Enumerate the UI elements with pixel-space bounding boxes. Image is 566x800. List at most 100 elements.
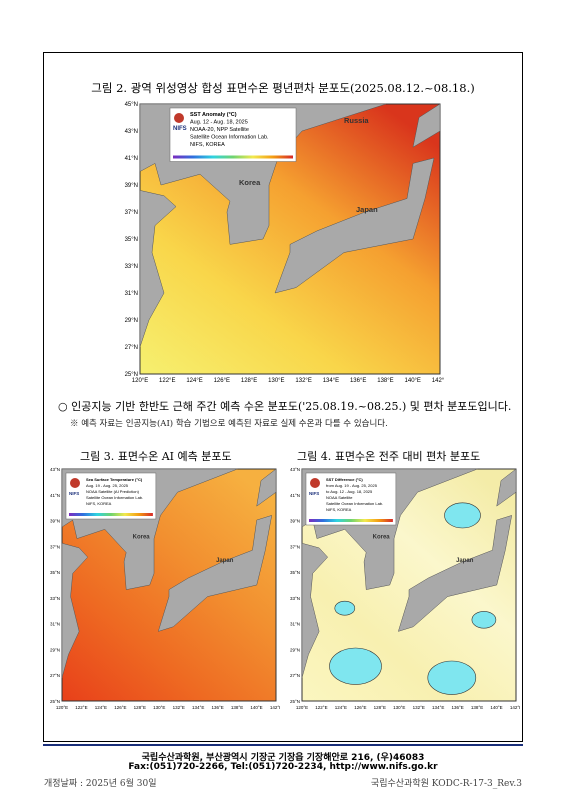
legend-line: SST Anomaly (°C) <box>190 112 237 118</box>
land <box>397 515 513 632</box>
land <box>274 157 435 294</box>
colorbar <box>309 519 393 522</box>
legend-line: Satellite Ocean Information Lab. <box>190 135 269 141</box>
lat-tick-label: 25°N <box>125 372 138 378</box>
legend-box <box>169 107 297 162</box>
land <box>496 468 517 507</box>
lat-tick-label: 31°N <box>50 622 60 627</box>
legend-line: from Aug. 19 - Aug. 25, 2025 <box>326 483 378 488</box>
legend-line: Sea Surface Temperature (°C) <box>86 477 143 482</box>
land <box>301 542 329 678</box>
footer-address: 국립수산과학원, 부산광역시 기장군 기장읍 기장해안로 216, (우)460… <box>141 753 425 763</box>
lon-tick-label: 136°E <box>350 378 366 384</box>
lat-tick-label: 41°N <box>290 493 300 498</box>
lat-tick-label: 31°N <box>290 622 300 627</box>
lon-tick-label: 132°E <box>295 378 311 384</box>
lon-tick-label: 132°E <box>413 705 425 710</box>
place-label: Russia <box>344 116 369 125</box>
lon-tick-label: 136°E <box>211 705 223 710</box>
lon-tick-label: 128°E <box>241 378 257 384</box>
anomaly-patch <box>334 600 356 616</box>
logo-text: NIFS <box>309 491 319 496</box>
lat-tick-label: 27°N <box>125 345 138 351</box>
lat-tick-label: 43°N <box>125 129 138 135</box>
legend-box <box>305 472 397 526</box>
lat-tick-label: 37°N <box>50 544 60 549</box>
lat-tick-label: 29°N <box>125 318 138 324</box>
lat-tick-label: 29°N <box>50 647 60 652</box>
lon-tick-label: 126°E <box>354 705 366 710</box>
lon-tick-label: 142°E <box>432 378 444 384</box>
legend-line: to Aug. 12 - Aug. 18, 2025 <box>326 489 373 494</box>
anomaly-patch <box>427 660 477 695</box>
lat-tick-label: 33°N <box>290 596 300 601</box>
logo-text: NIFS <box>69 491 79 496</box>
lon-tick-label: 126°E <box>214 378 230 384</box>
anomaly-patch <box>329 647 382 685</box>
lat-tick-label: 27°N <box>290 673 300 678</box>
lat-tick-label: 39°N <box>50 519 60 524</box>
revision-date: 개정날짜 : 2025년 6월 30일 <box>44 779 157 789</box>
lon-tick-label: 134°E <box>432 705 444 710</box>
page-frame <box>43 52 523 742</box>
figure-caption: 그림 2. 광역 위성영상 합성 표면수온 평년편차 분포도(2025.08.1… <box>91 81 475 95</box>
legend-line: Aug. 19 - Aug. 25, 2025 <box>86 483 129 488</box>
lat-tick-label: 39°N <box>290 519 300 524</box>
lat-tick-label: 27°N <box>50 673 60 678</box>
lon-tick-label: 126°E <box>114 705 126 710</box>
logo-mark <box>174 113 184 123</box>
land <box>412 103 441 148</box>
lon-tick-label: 120°E <box>56 705 68 710</box>
lat-tick-label: 31°N <box>125 291 138 297</box>
lon-tick-label: 128°E <box>134 705 146 710</box>
lon-tick-label: 140°E <box>490 705 502 710</box>
legend-line: NIFS, KOREA <box>86 501 112 506</box>
lon-tick-label: 134°E <box>323 378 339 384</box>
lon-tick-label: 130°E <box>153 705 165 710</box>
map: 43°N 41°N 39°N 37°N 35°N 33°N 31°N 29°N 27°N 25°N… <box>290 467 520 710</box>
map: 45°N 43°N 41°N 39°N 37°N 35°N 33°N 31°N 29°N 27°N… <box>125 102 444 384</box>
lat-tick-label: 33°N <box>125 264 138 270</box>
lon-tick-label: 142°E <box>510 705 520 710</box>
lat-tick-label: 43°N <box>50 467 60 472</box>
anomaly-patch <box>444 502 481 529</box>
legend-line: Aug. 12 - Aug. 18, 2025 <box>190 120 248 126</box>
legend-line: NOAA Satellite (AI Prediction) <box>86 489 140 494</box>
land <box>157 515 273 632</box>
place-label: Korea <box>239 178 261 187</box>
legend-box <box>65 472 157 520</box>
anomaly-patch <box>471 611 497 629</box>
lat-tick-label: 37°N <box>290 544 300 549</box>
lon-tick-label: 140°E <box>405 378 421 384</box>
lat-tick-label: 25°N <box>290 699 300 704</box>
bullet-text: 인공지능 기반 한반도 근해 주간 예측 수온 분포도('25.08.19.~0… <box>71 400 512 413</box>
lon-tick-label: 142°E <box>270 705 280 710</box>
lon-tick-label: 120°E <box>132 378 148 384</box>
lon-tick-label: 138°E <box>377 378 393 384</box>
land <box>61 542 89 678</box>
legend-line: SST Difference (°C) <box>326 477 363 482</box>
footer-contact: Fax:(051)720-2266, Tel:(051)720-2234, ht… <box>128 762 438 772</box>
lon-tick-label: 138°E <box>471 705 483 710</box>
lon-tick-label: 140°E <box>250 705 262 710</box>
lat-tick-label: 45°N <box>125 102 138 108</box>
lon-tick-label: 138°E <box>231 705 243 710</box>
place-label: Japan <box>456 558 474 564</box>
legend-line: NOAA-20, NPP Satellite <box>190 127 249 133</box>
lat-tick-label: 25°N <box>50 699 60 704</box>
lon-tick-label: 130°E <box>268 378 284 384</box>
legend-line: Satellite Ocean Information Lab. <box>86 495 143 500</box>
lat-tick-label: 33°N <box>50 596 60 601</box>
document-id: 국립수산과학원 KODC-R-17-3_Rev.3 <box>370 779 522 789</box>
lon-tick-label: 130°E <box>393 705 405 710</box>
lon-tick-label: 132°E <box>173 705 185 710</box>
legend-line: Satellite Ocean Information Lab. <box>326 501 383 506</box>
lat-tick-label: 29°N <box>290 647 300 652</box>
lon-tick-label: 124°E <box>95 705 107 710</box>
logo-mark <box>70 478 80 488</box>
lon-tick-label: 124°E <box>186 378 202 384</box>
lon-tick-label: 136°E <box>451 705 463 710</box>
logo-text: NIFS <box>173 126 187 132</box>
place-label: Korea <box>133 535 151 541</box>
